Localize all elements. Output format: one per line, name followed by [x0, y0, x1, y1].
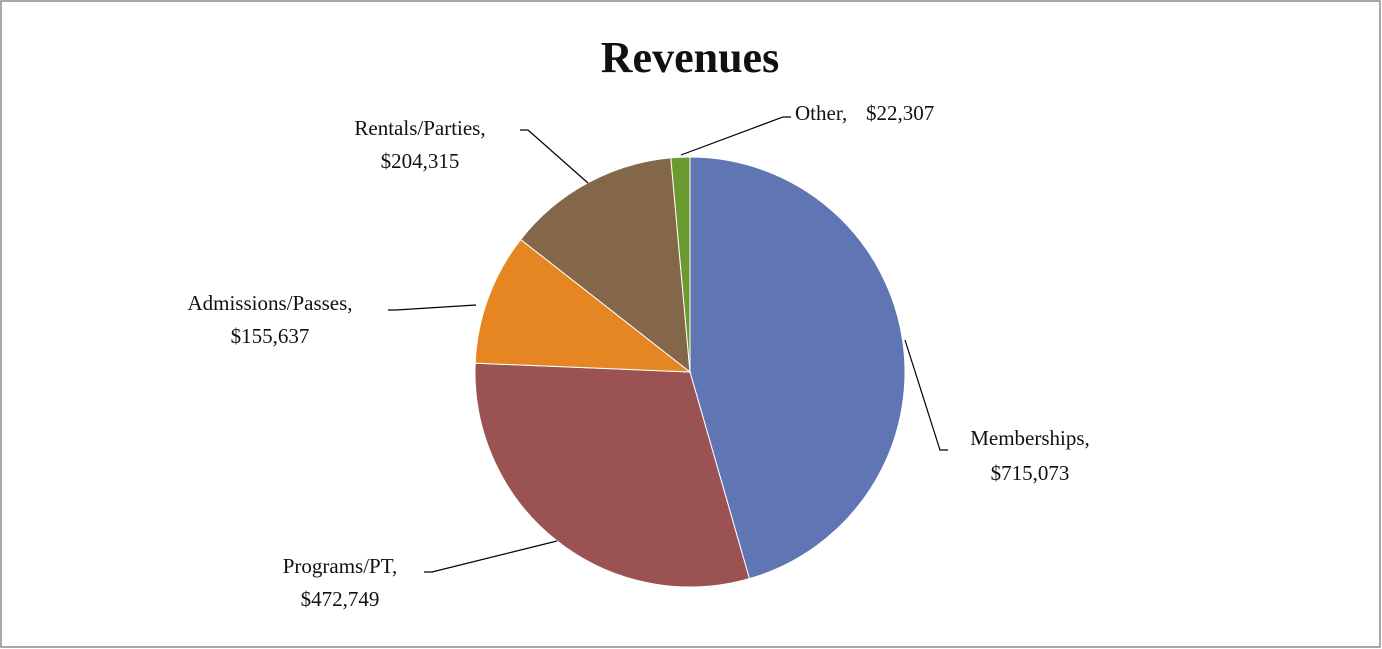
data-label-name: Programs/PT, — [283, 554, 398, 578]
data-label-value: $204,315 — [381, 149, 460, 173]
data-label-value: $472,749 — [301, 587, 380, 611]
data-label-value: $155,637 — [231, 324, 310, 348]
leader-line — [520, 129, 589, 184]
pie-slice — [474, 362, 751, 588]
data-label-value: $22,307 — [866, 101, 934, 125]
leader-line — [388, 304, 477, 311]
pie-slice — [670, 156, 691, 373]
pie-slice — [689, 156, 906, 580]
chart-title: Revenues — [601, 33, 779, 82]
pie-slice — [474, 238, 692, 373]
leader-line — [904, 339, 948, 451]
leader-line — [680, 116, 791, 156]
data-label-name: Rentals/Parties, — [354, 116, 485, 140]
leader-line — [424, 540, 558, 573]
data-label-name: Memberships, — [970, 426, 1090, 450]
data-label-name: Other, — [795, 101, 847, 125]
data-label-value: $715,073 — [991, 461, 1070, 485]
data-label-name: Admissions/Passes, — [187, 291, 352, 315]
